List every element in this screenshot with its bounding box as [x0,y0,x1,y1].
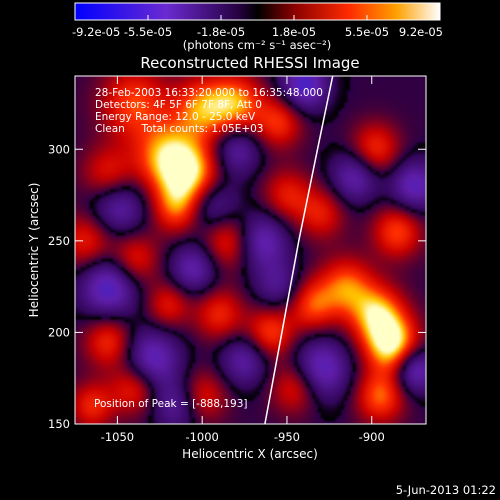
plot-frame [74,75,427,425]
x-tick-label: -1050 [101,430,134,444]
colorbar-tick-label: -5.5e-05 [124,25,172,39]
footer-date: 5-Jun-2013 01:22 [396,483,496,497]
colorbar-unit: (photons cm⁻² s⁻¹ asec⁻²) [183,38,331,52]
info-line-detectors: Detectors: 4F 5F 6F 7F 8F, Att 0 [95,99,262,111]
chart-title: Reconstructed RHESSI Image [140,54,359,72]
x-tick-label: -950 [274,430,300,444]
peak-position-label: Position of Peak = [-888,193] [94,398,248,410]
colorbar [74,2,441,21]
x-tick-label: -900 [359,430,385,444]
info-line-time: 28-Feb-2003 16:33:20.000 to 16:35:48.000 [95,87,323,99]
heatmap-image [75,76,426,424]
colorbar-tick-label: 1.8e-05 [272,25,316,39]
x-axis-title: Heliocentric X (arcsec) [182,447,318,461]
solar-limb-line [264,76,334,424]
colorbar-tick-label: -1.8e-05 [197,25,245,39]
y-tick-label: 250 [48,234,70,248]
x-tick-label: -1000 [185,430,218,444]
y-tick-label: 200 [48,325,70,339]
info-block: 28-Feb-2003 16:33:20.000 to 16:35:48.000… [95,87,323,135]
y-axis-title: Heliocentric Y (arcsec) [27,183,41,318]
colorbar-tick-label: 9.2e-05 [399,25,443,39]
y-tick-label: 150 [48,417,70,431]
info-line-energy: Energy Range: 12.0 - 25.0 keV [95,111,256,123]
y-tick-label: 300 [48,142,70,156]
axis-ticks: -1050 -1000 -950 -900 150 200 250 300 [48,76,426,444]
info-line-clean: Clean Total counts: 1.05E+03 [95,123,264,135]
colorbar-tick-label: -9.2e-05 [72,25,120,39]
colorbar-ticks: -9.2e-05 -5.5e-05 -1.8e-05 1.8e-05 5.5e-05 9.… [72,15,443,39]
colorbar-tick-label: 5.5e-05 [345,25,389,39]
